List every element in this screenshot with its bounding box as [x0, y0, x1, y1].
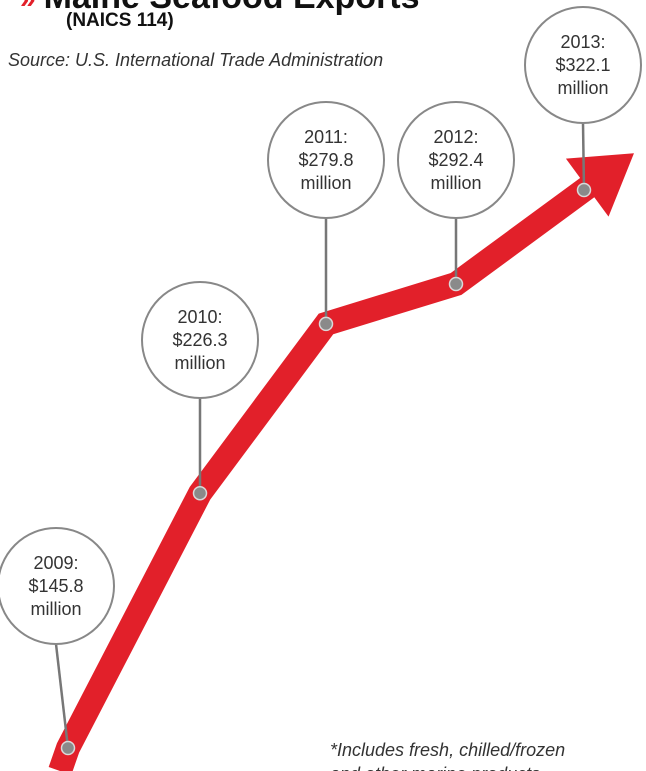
data-point	[60, 740, 76, 756]
bubble-year-label: 2010:	[177, 307, 222, 327]
bubble-year-label: 2011:	[304, 127, 348, 147]
bubble-unit-label: million	[557, 78, 608, 98]
chevron-icon: »	[20, 0, 36, 14]
bubble-year-label: 2009:	[33, 553, 78, 573]
value-bubble	[524, 6, 642, 124]
bubble-unit-label: million	[174, 353, 225, 373]
value-bubble	[397, 101, 515, 219]
bubble-year-label: 2013:	[560, 32, 605, 52]
bubble-value-label: $145.8	[28, 576, 83, 596]
data-point	[448, 276, 464, 292]
value-bubble	[0, 527, 115, 645]
callout-stem	[54, 643, 70, 749]
chart-subtitle: (NAICS 114)	[66, 10, 174, 31]
value-bubble	[141, 281, 259, 399]
bubble-unit-label: million	[30, 599, 81, 619]
bubble-value-label: $322.1	[555, 55, 610, 75]
chart-title-text: Maine Seafood Exports	[44, 0, 420, 16]
chart-title: » Maine Seafood Exports	[20, 0, 420, 17]
value-bubble	[267, 101, 385, 219]
data-point	[192, 485, 208, 501]
data-point	[576, 182, 592, 198]
bubble-value-label: $292.4	[428, 150, 483, 170]
bubble-unit-label: million	[430, 173, 481, 193]
bubble-unit-label: million	[300, 173, 351, 193]
chart-source: Source: U.S. International Trade Adminis…	[8, 50, 384, 70]
callout-stem	[581, 122, 586, 191]
bubble-value-label: $279.8	[298, 150, 353, 170]
footnote: *Includes fresh, chilled/frozen and othe…	[330, 738, 565, 771]
bubble-value-label: $226.3	[172, 330, 227, 350]
footnote-line-2: and other marine products	[330, 762, 565, 771]
footnote-line-1: *Includes fresh, chilled/frozen	[330, 740, 566, 760]
data-point	[318, 316, 334, 332]
bubble-year-label: 2012:	[433, 127, 478, 147]
